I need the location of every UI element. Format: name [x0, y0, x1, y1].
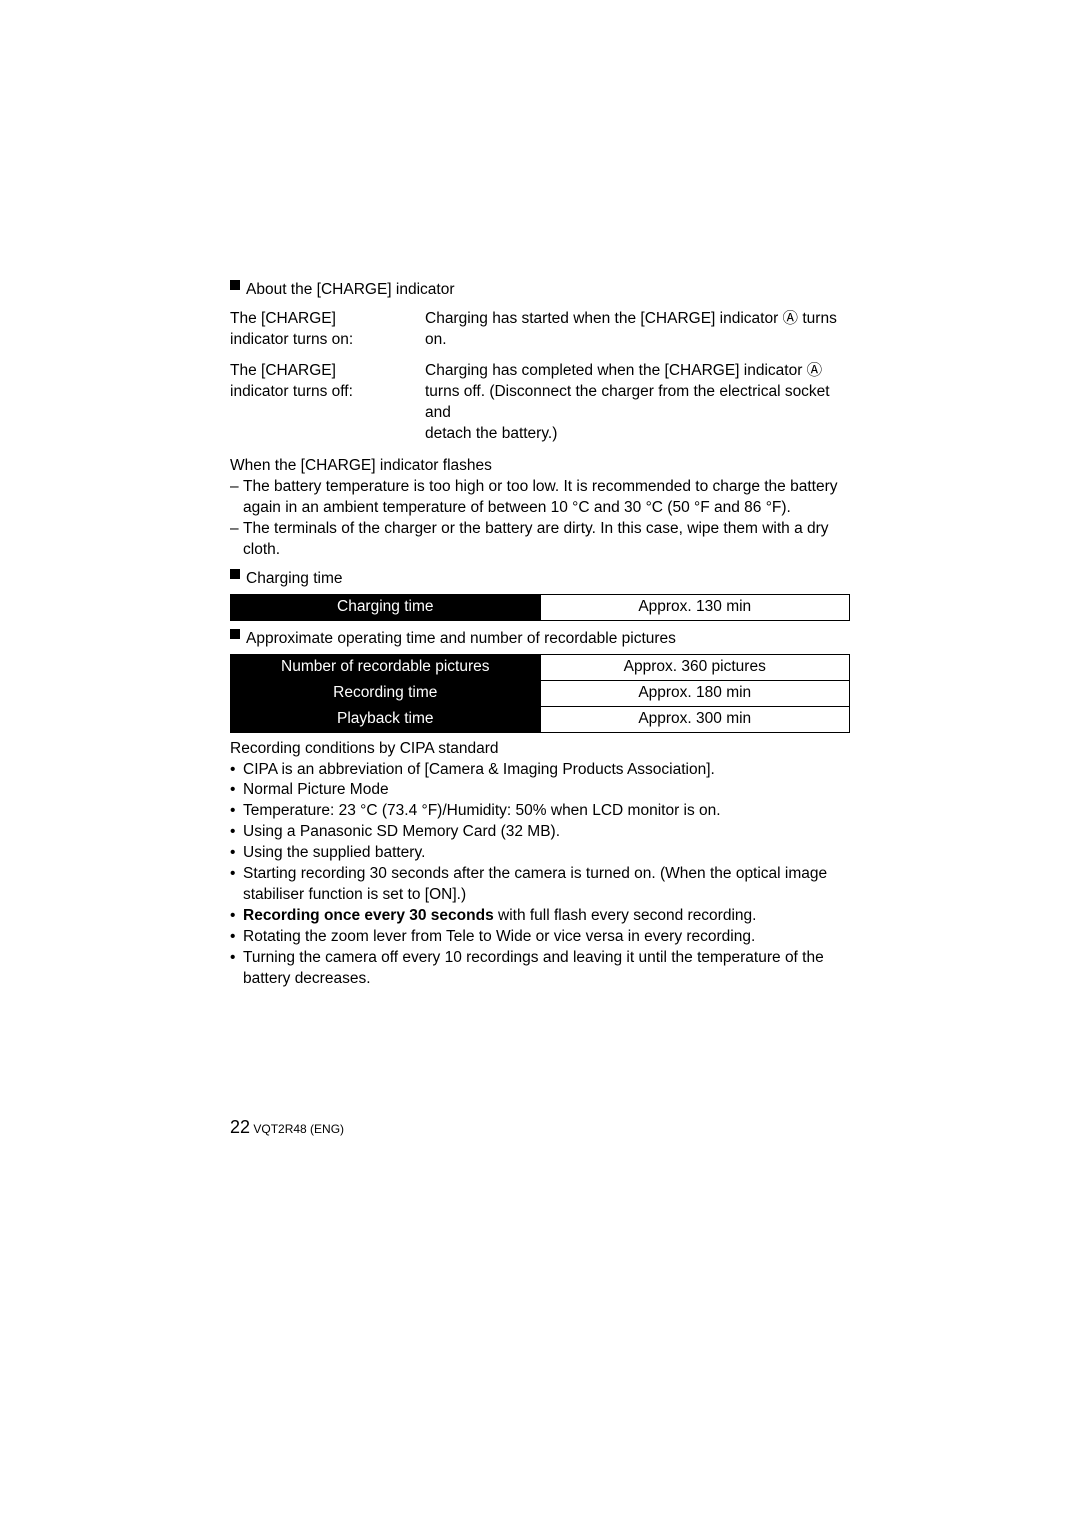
bullet-dot-icon: –	[230, 519, 243, 561]
circle-a-icon: Ⓐ	[783, 310, 799, 327]
table-row: Number of recordable pictures Approx. 36…	[231, 654, 850, 680]
approx-table: Number of recordable pictures Approx. 36…	[230, 654, 850, 733]
bullet-dot-icon: •	[230, 801, 243, 822]
table-row: Recording time Approx. 180 min	[231, 680, 850, 706]
indicator-on-body: Charging has started when the [CHARGE] i…	[425, 309, 850, 351]
bullet-dot-icon: •	[230, 780, 243, 801]
indicator-off-label: The [CHARGE] indicator turns off:	[230, 361, 425, 445]
about-charge-heading-text: About the [CHARGE] indicator	[246, 280, 455, 301]
indicator-flash-block: When the [CHARGE] indicator flashes – Th…	[230, 456, 850, 561]
indicator-off-body: Charging has completed when the [CHARGE]…	[425, 361, 850, 445]
bullet-dot-icon: •	[230, 864, 243, 906]
bullet-dot-icon: –	[230, 477, 243, 519]
about-charge-heading: About the [CHARGE] indicator	[230, 280, 850, 301]
bullet-dot-icon: •	[230, 760, 243, 781]
charging-time-label: Charging time	[231, 594, 541, 620]
cipa-block: Recording conditions by CIPA standard •C…	[230, 739, 850, 990]
bullet-dot-icon: •	[230, 927, 243, 948]
bullet-dot-icon: •	[230, 948, 243, 990]
charging-time-heading: Charging time	[230, 569, 850, 590]
bullet-dot-icon: •	[230, 843, 243, 864]
charging-time-table: Charging time Approx. 130 min	[230, 594, 850, 621]
table-row: Playback time Approx. 300 min	[231, 706, 850, 732]
indicator-on-row: The [CHARGE] indicator turns on: Chargin…	[230, 309, 850, 351]
charging-time-value: Approx. 130 min	[540, 594, 850, 620]
page-number: 22 VQT2R48 (ENG)	[230, 1117, 344, 1138]
bullet-dot-icon: •	[230, 822, 243, 843]
indicator-off-row: The [CHARGE] indicator turns off: Chargi…	[230, 361, 850, 445]
circle-a-icon: Ⓐ	[807, 362, 823, 379]
indicator-on-label: The [CHARGE] indicator turns on:	[230, 309, 425, 351]
cipa-heading: Recording conditions by CIPA standard	[230, 739, 850, 760]
bullet-dot-icon: •	[230, 906, 243, 927]
indicator-flash-heading: When the [CHARGE] indicator flashes	[230, 456, 850, 477]
approx-heading: Approximate operating time and number of…	[230, 629, 850, 650]
